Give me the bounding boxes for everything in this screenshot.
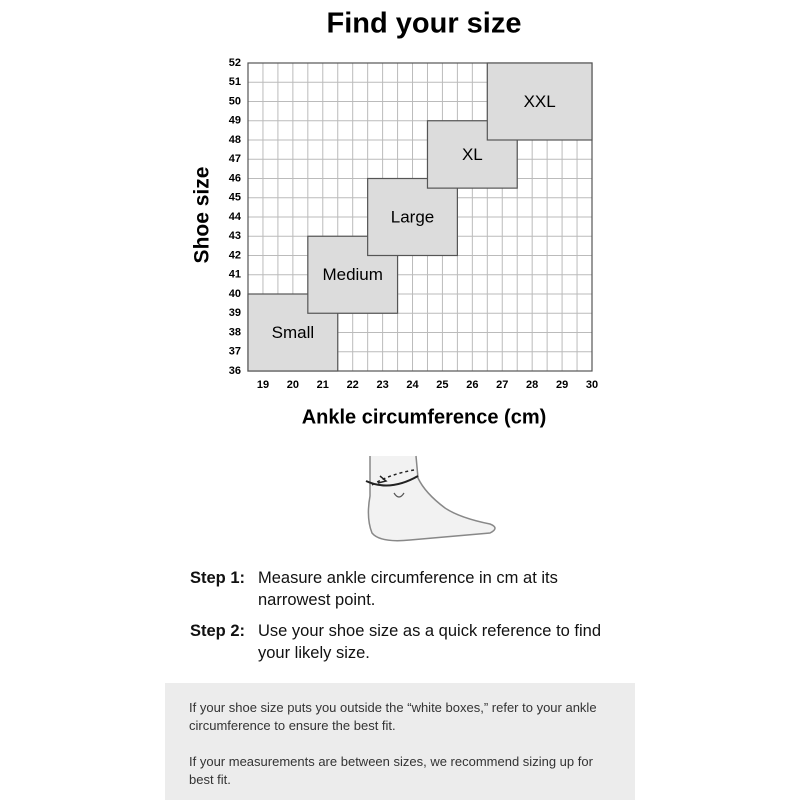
y-tick-label: 38 (229, 326, 241, 338)
y-tick-label: 47 (229, 153, 241, 165)
size-region (486, 62, 593, 141)
y-tick-label: 45 (229, 192, 241, 204)
chart-title: Find your size (327, 8, 522, 40)
y-tick-label: 48 (229, 134, 241, 146)
x-tick-label: 20 (287, 379, 299, 391)
notes-box: If your shoe size puts you outside the “… (165, 683, 635, 800)
y-tick-label: 36 (229, 365, 241, 377)
chart: Find your size Shoe size Ankle circumfer… (191, 8, 599, 429)
region-label: Large (391, 207, 434, 226)
x-tick-label: 25 (436, 379, 448, 391)
x-axis-label: Ankle circumference (cm) (302, 406, 547, 428)
step: Step 1: Measure ankle circumference in c… (190, 567, 630, 611)
note: If your shoe size puts you outside the “… (189, 700, 597, 733)
x-tick-label: 27 (496, 379, 508, 391)
x-tick-label: 21 (317, 379, 329, 391)
step: Step 2: Use your shoe size as a quick re… (190, 620, 630, 664)
x-tick-label: 24 (406, 379, 419, 391)
y-tick-label: 40 (229, 288, 241, 300)
y-tick-label: 41 (229, 269, 241, 281)
y-tick-label: 49 (229, 115, 241, 127)
step-text: Measure ankle circumference in cm at its… (258, 569, 558, 609)
y-tick-label: 43 (229, 230, 241, 242)
x-tick-label: 29 (556, 379, 568, 391)
x-tick-label: 19 (257, 379, 269, 391)
plot-frame (247, 62, 593, 372)
region-label: Small (272, 323, 315, 342)
step-label: Step 2: (190, 622, 246, 640)
x-tick-label: 22 (347, 379, 359, 391)
step-text: Use your shoe size as a quick reference … (258, 622, 602, 662)
y-tick-label: 44 (229, 211, 242, 223)
size-region (367, 177, 458, 257)
y-axis-label: Shoe size (191, 167, 214, 264)
note: If your measurements are between sizes, … (189, 754, 593, 787)
region-label: XXL (524, 92, 556, 111)
y-tick-label: 50 (229, 95, 241, 107)
y-tick-label: 46 (229, 172, 241, 184)
step-label: Step 1: (190, 569, 246, 587)
x-tick-label: 30 (586, 379, 598, 391)
y-tick-label: 42 (229, 249, 241, 261)
y-tick-label: 52 (229, 57, 241, 69)
x-tick-label: 23 (376, 379, 388, 391)
size-region (307, 235, 399, 314)
ankle-illustration (365, 455, 496, 542)
x-tick-label: 26 (466, 379, 478, 391)
region-label: XL (462, 145, 483, 164)
x-tick-label: 28 (526, 379, 538, 391)
y-tick-label: 51 (229, 76, 241, 88)
region-label: Medium (322, 265, 382, 284)
y-tick-label: 37 (229, 346, 241, 358)
y-tick-label: 39 (229, 307, 241, 319)
